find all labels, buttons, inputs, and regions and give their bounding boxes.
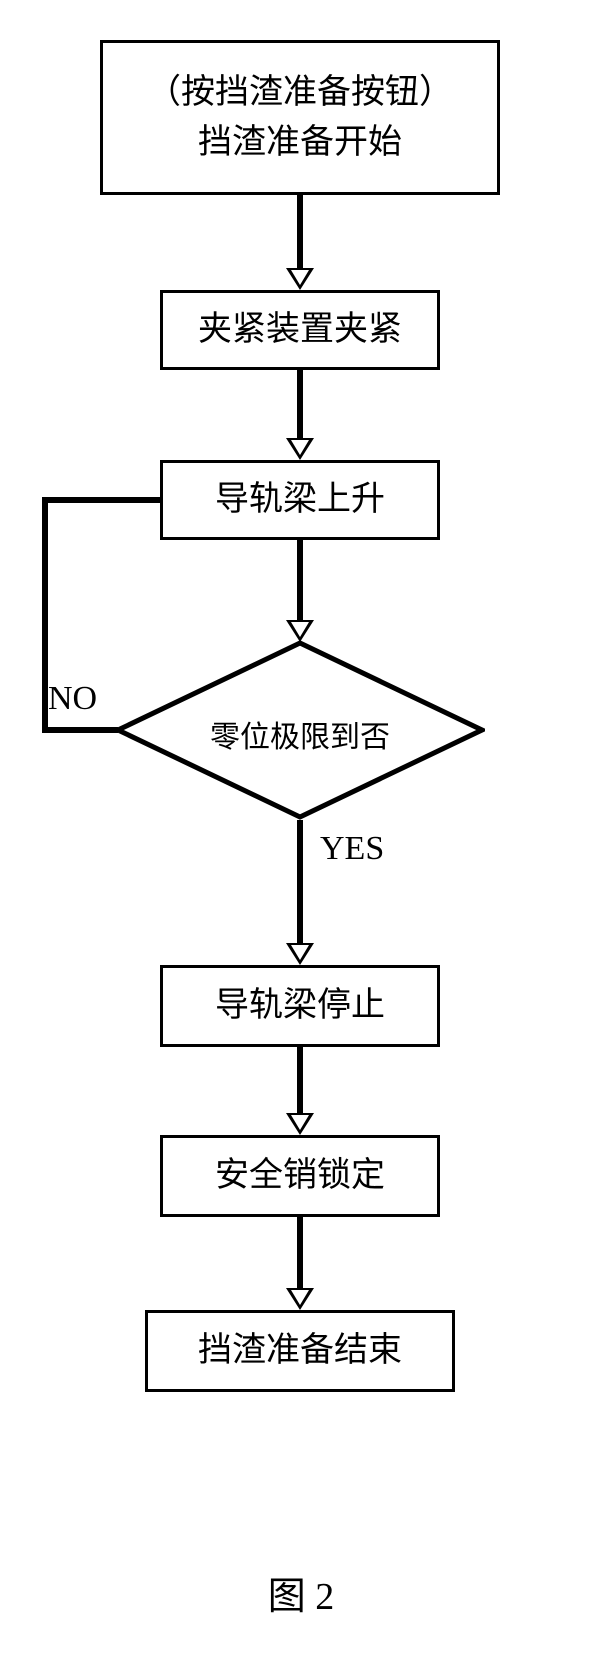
- arrow-raise-decision: [286, 620, 314, 642]
- arrow-clamp-raise: [286, 438, 314, 460]
- node-decision: 零位极限到否: [115, 640, 485, 820]
- edge-raise-decision: [297, 540, 303, 620]
- node-decision-text: 零位极限到否: [115, 712, 485, 756]
- flowchart-container: （按挡渣准备按钮） 挡渣准备开始 夹紧装置夹紧 导轨梁上升 零位极限到否 NO …: [0, 0, 602, 1660]
- edge-lock-end: [297, 1217, 303, 1288]
- arrow-lock-end: [286, 1288, 314, 1310]
- edge-yes-v: [297, 820, 303, 943]
- arrow-start-clamp: [286, 268, 314, 290]
- node-raise: 导轨梁上升: [160, 460, 440, 540]
- node-stop: 导轨梁停止: [160, 965, 440, 1047]
- node-end-text: 挡渣准备结束: [198, 1326, 402, 1375]
- node-end: 挡渣准备结束: [145, 1310, 455, 1392]
- edge-stop-lock: [297, 1047, 303, 1113]
- arrow-stop-lock: [286, 1113, 314, 1135]
- node-start: （按挡渣准备按钮） 挡渣准备开始: [100, 40, 500, 195]
- figure-caption: 图 2: [0, 1565, 602, 1620]
- arrow-yes: [286, 943, 314, 965]
- node-clamp-text: 夹紧装置夹紧: [198, 305, 402, 354]
- node-start-line1: （按挡渣准备按钮）: [147, 68, 453, 117]
- node-stop-text: 导轨梁停止: [215, 981, 385, 1030]
- node-raise-text: 导轨梁上升: [215, 475, 385, 524]
- label-yes: YES: [320, 830, 384, 868]
- edge-start-clamp: [297, 195, 303, 268]
- edge-no-h2: [42, 497, 160, 503]
- node-lock: 安全销锁定: [160, 1135, 440, 1217]
- node-clamp: 夹紧装置夹紧: [160, 290, 440, 370]
- edge-no-h: [42, 727, 118, 733]
- label-no: NO: [48, 680, 97, 718]
- node-lock-text: 安全销锁定: [215, 1151, 385, 1200]
- edge-clamp-raise: [297, 370, 303, 438]
- node-start-line2: 挡渣准备开始: [198, 118, 402, 167]
